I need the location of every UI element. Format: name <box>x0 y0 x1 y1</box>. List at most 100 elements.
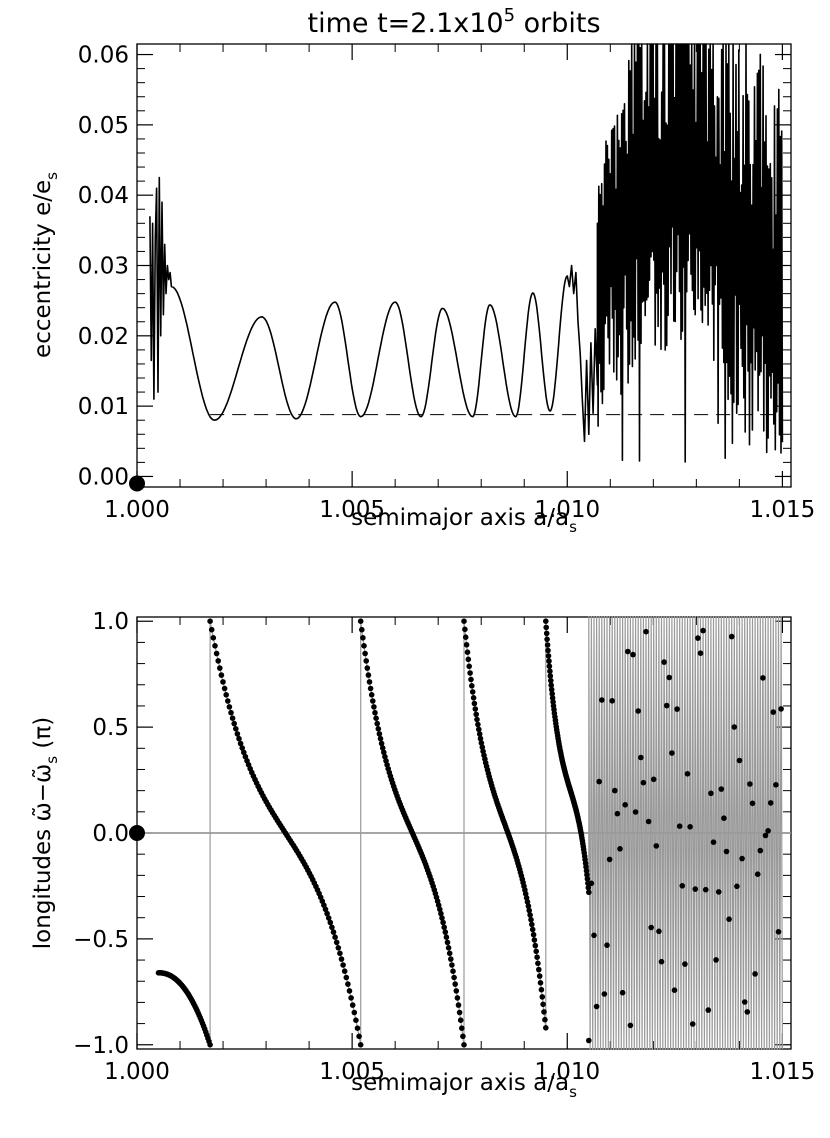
data-point <box>468 676 474 683</box>
bottom-ytick-label: −0.5 <box>73 927 129 953</box>
data-point <box>705 1007 712 1013</box>
data-point <box>233 726 239 732</box>
data-point <box>695 635 701 641</box>
data-point <box>357 618 364 624</box>
data-point <box>588 880 595 887</box>
data-point <box>689 1021 696 1027</box>
data-point <box>596 778 602 785</box>
y-axis-label: eccentricity e/es <box>30 172 61 358</box>
data-point <box>739 855 745 862</box>
data-point <box>208 626 215 633</box>
data-point <box>682 961 688 967</box>
data-point <box>721 815 727 821</box>
data-point <box>231 720 237 727</box>
top-ytick-label: 0.06 <box>78 43 129 69</box>
data-point <box>362 650 368 657</box>
data-point <box>324 910 330 917</box>
top-ytick-label: 0.04 <box>78 183 129 209</box>
data-point <box>549 691 555 697</box>
data-point <box>625 648 631 655</box>
data-point <box>374 720 381 727</box>
data-point <box>474 716 480 723</box>
data-point <box>375 726 382 732</box>
data-point <box>332 934 338 940</box>
data-point <box>736 757 743 764</box>
data-point <box>330 929 337 935</box>
data-point <box>702 886 709 893</box>
data-point <box>731 724 738 730</box>
data-point <box>471 700 478 707</box>
data-point <box>441 924 448 931</box>
data-point <box>327 919 334 926</box>
data-point <box>213 650 220 657</box>
data-point <box>544 636 550 643</box>
data-point <box>543 624 549 631</box>
data-point <box>635 708 641 714</box>
tick-labels: 1.000 1.005 1.010 1.015 0.00 0.01 0.02 0.03 0.04… <box>78 43 816 523</box>
data-point <box>669 750 675 756</box>
data-point <box>210 635 217 641</box>
data-point <box>546 663 553 669</box>
data-point <box>351 1009 358 1016</box>
data-point <box>440 919 446 926</box>
data-point <box>470 695 477 701</box>
data-point <box>343 974 350 981</box>
data-point <box>239 745 245 751</box>
data-point <box>653 843 660 849</box>
top-xtick-label: 1.010 <box>534 497 600 523</box>
tick-labels: 1.000 1.005 1.010 1.015 −1.0 −0.5 0.0 0.5 1.0 <box>73 609 815 1085</box>
data-point <box>443 934 450 940</box>
data-point <box>584 876 591 882</box>
data-point <box>762 832 769 839</box>
data-point <box>368 692 375 698</box>
data-point <box>606 856 613 863</box>
data-point <box>348 995 354 1001</box>
data-point <box>530 931 537 938</box>
data-point <box>548 677 554 684</box>
data-point <box>718 786 725 792</box>
data-point <box>548 686 555 693</box>
data-point <box>538 986 545 993</box>
data-point <box>477 735 484 742</box>
data-point <box>207 1042 213 1048</box>
data-point <box>529 926 536 933</box>
data-point <box>346 988 353 994</box>
data-point <box>453 988 460 994</box>
data-point <box>744 1009 751 1015</box>
data-point <box>225 698 231 704</box>
axis-ticks <box>136 44 791 487</box>
data-point <box>349 1002 356 1008</box>
data-point <box>217 665 223 671</box>
data-point <box>617 846 623 852</box>
chart-title: time t=2.1x105 orbits <box>307 5 600 39</box>
data-point <box>377 735 384 742</box>
data-point <box>765 828 771 834</box>
bottom-xtick-label: 1.000 <box>104 1059 170 1085</box>
data-point <box>467 670 473 676</box>
data-point <box>527 912 533 918</box>
longitude-panel: 1.000 1.005 1.010 1.015 −1.0 −0.5 0.0 0.5 1.0 se… <box>30 609 815 1101</box>
top-xtick-label: 1.015 <box>749 497 815 523</box>
x-axis-label: semimajor axis a/as <box>351 505 577 536</box>
data-point <box>463 642 470 648</box>
data-point <box>632 809 639 815</box>
data-point <box>656 928 662 935</box>
data-point <box>533 948 539 955</box>
data-point <box>378 740 385 747</box>
data-point <box>536 966 542 973</box>
data-point <box>476 726 482 733</box>
data-point <box>593 1003 600 1010</box>
data-point <box>541 1009 547 1015</box>
data-point <box>439 915 445 921</box>
data-point <box>459 1025 465 1031</box>
data-point <box>367 685 374 692</box>
data-point <box>536 973 543 979</box>
eccentricity-panel: time t=2.1x105 orbits 1.000 1.005 1.010 1.0… <box>30 5 815 536</box>
data-point <box>544 642 551 648</box>
data-point <box>539 994 546 1000</box>
data-point <box>338 956 345 962</box>
data-point <box>548 682 554 688</box>
data-point <box>529 921 535 928</box>
data-point <box>676 823 683 829</box>
